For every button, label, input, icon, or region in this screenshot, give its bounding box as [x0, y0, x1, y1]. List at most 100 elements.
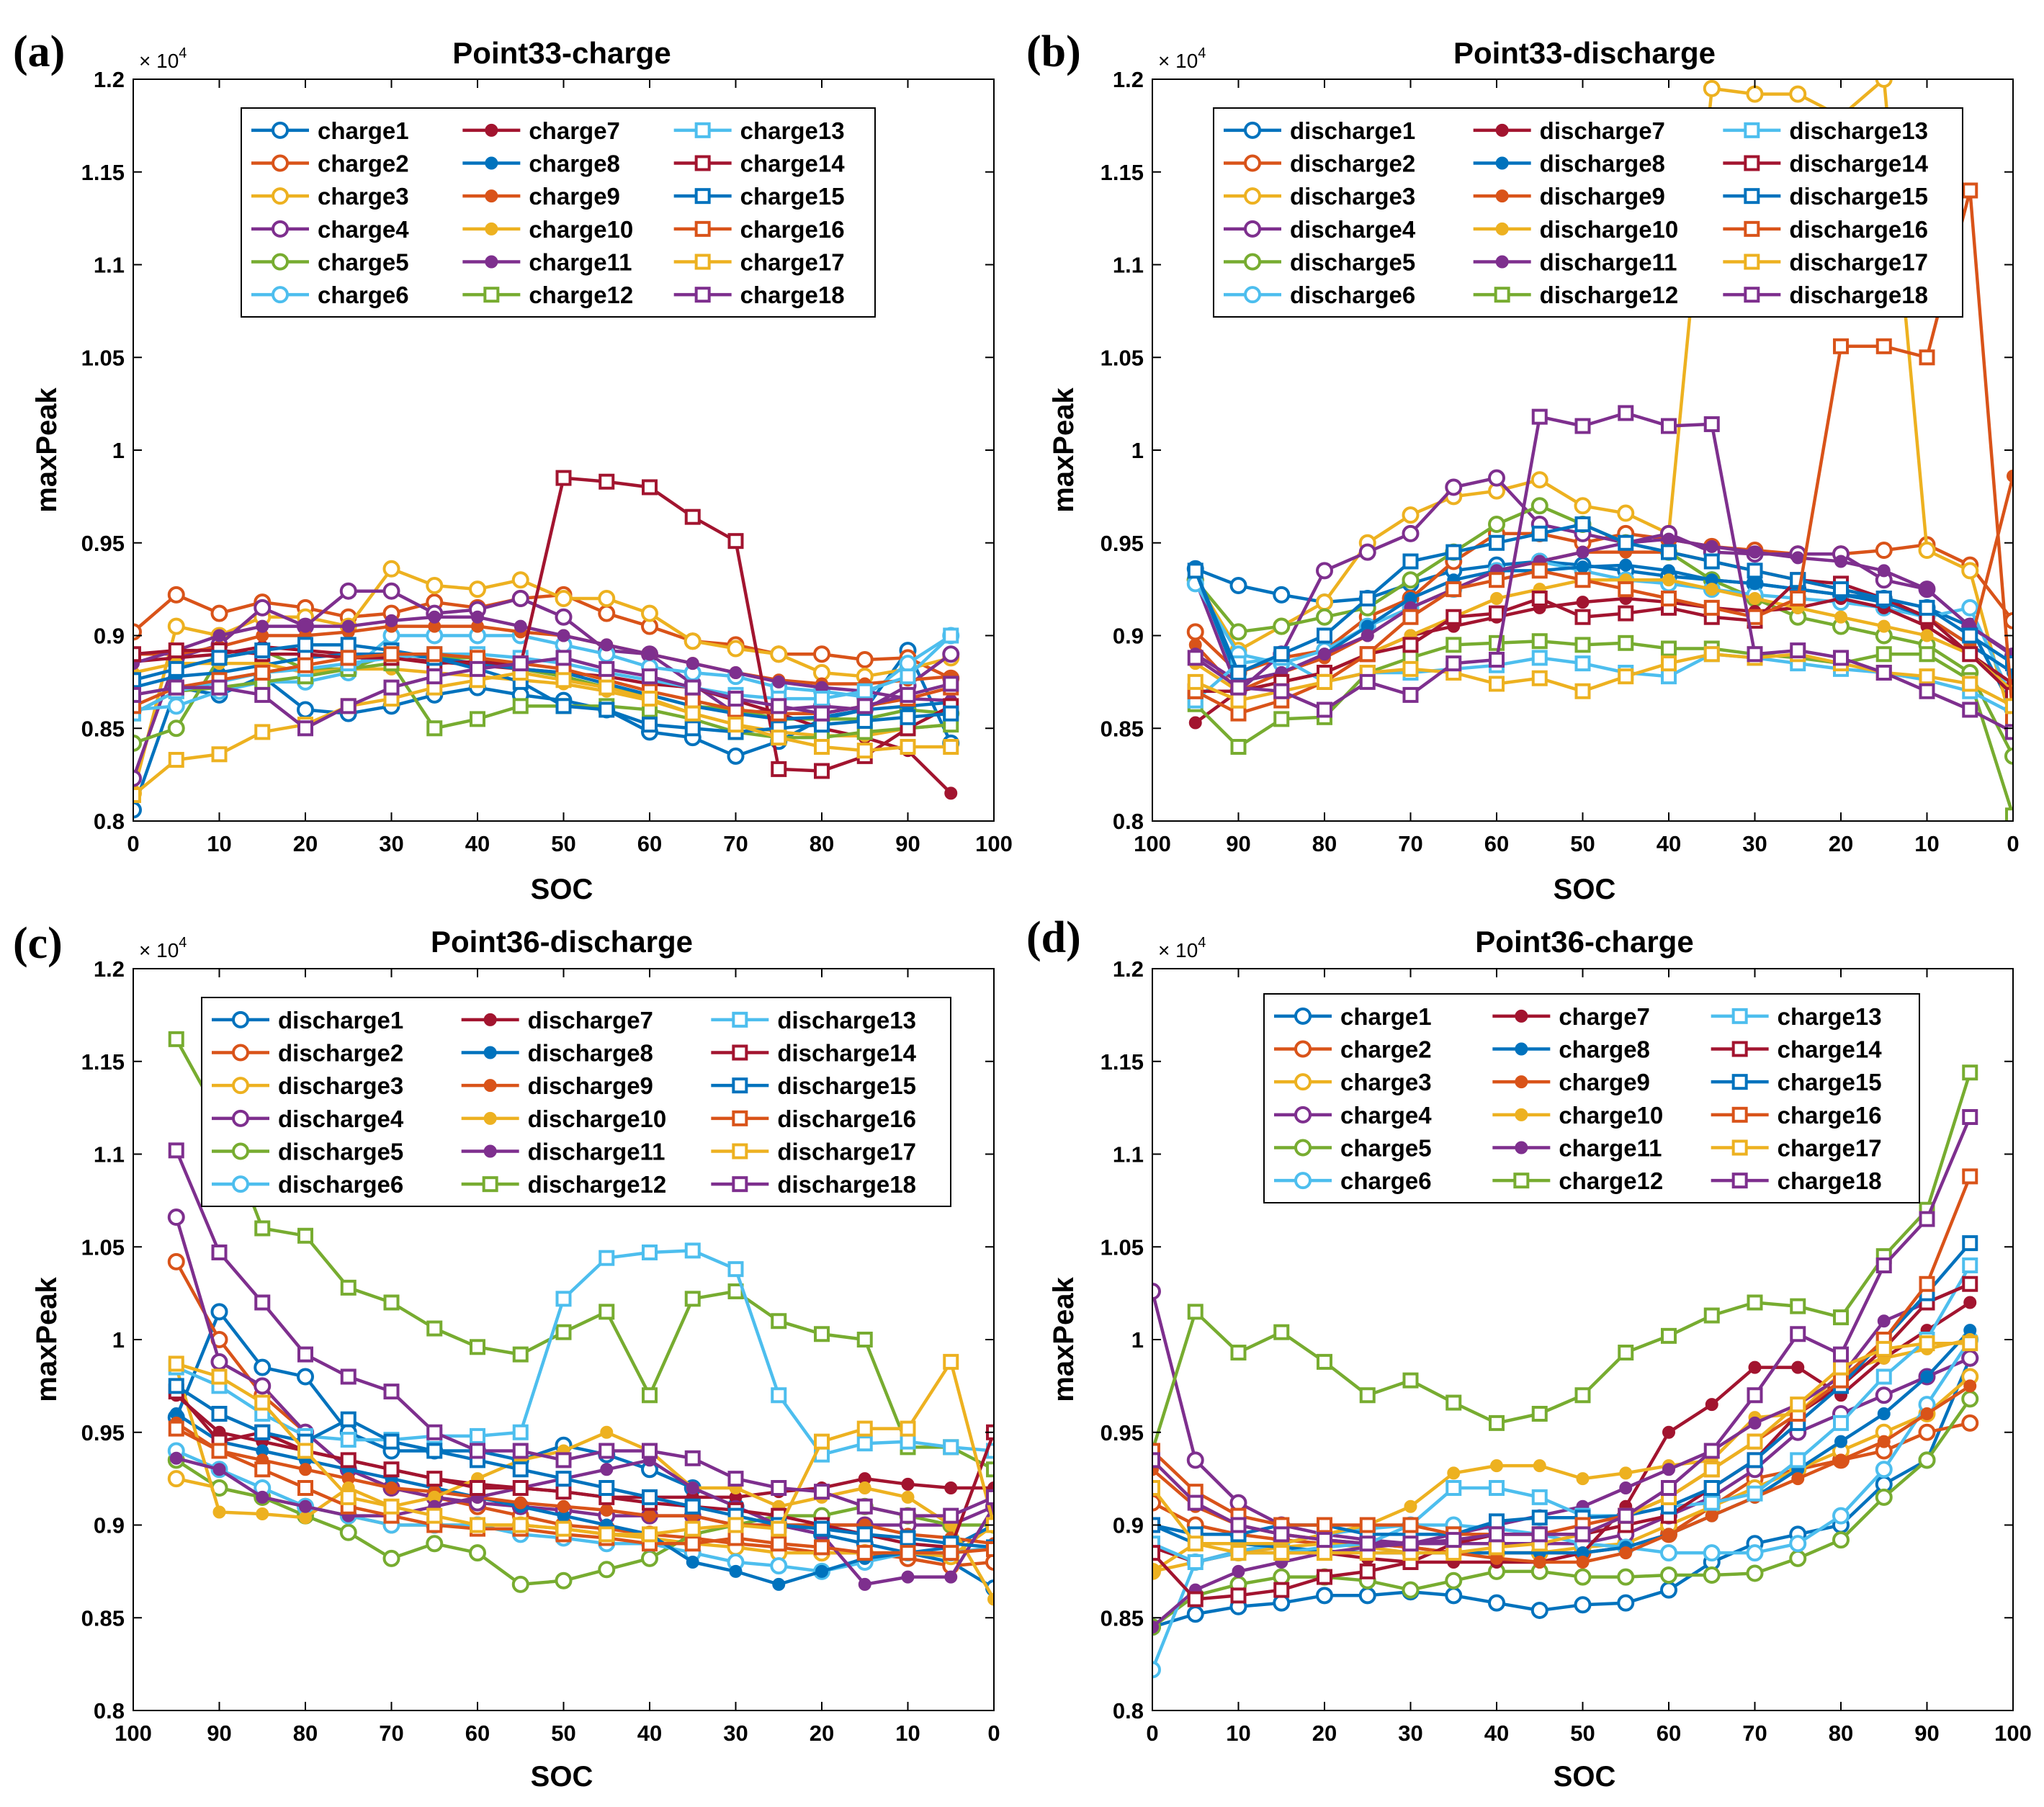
data-point: [684, 1498, 701, 1515]
data-point: [1531, 633, 1548, 650]
y-tick-label: 1.05: [81, 345, 125, 370]
legend-label: discharge9: [528, 1072, 653, 1099]
data-point: [1273, 683, 1290, 699]
legend-marker: [1495, 123, 1509, 137]
legend-item-discharge1: discharge1: [1224, 117, 1415, 144]
data-point: [168, 1378, 184, 1394]
data-point: [555, 650, 572, 666]
panel-d: 0 10 20 30 40 50 60 70 80 90 100 0.8 0.85 0.9 0.95 1 1.0…: [1026, 913, 2032, 1793]
data-point: [1962, 646, 1978, 663]
data-point: [1574, 683, 1591, 699]
legend-marker: [1244, 286, 1261, 304]
legend-label: charge18: [740, 282, 845, 308]
data-point: [1662, 1425, 1675, 1439]
y-tick-label: 0.8: [1113, 809, 1144, 834]
data-point: [856, 1435, 873, 1452]
legend-marker: [1294, 1106, 1312, 1124]
legend-marker: [1244, 121, 1261, 139]
data-point: [1790, 1298, 1806, 1314]
legend-marker: [732, 1110, 748, 1126]
legend-marker: [1515, 1108, 1528, 1121]
data-point: [727, 533, 744, 550]
legend-label: charge16: [1778, 1102, 1882, 1129]
legend-marker: [232, 1109, 249, 1127]
data-point: [986, 1541, 994, 1557]
y-tick-label: 0.9: [1113, 624, 1144, 649]
data-point: [1531, 670, 1548, 686]
legend-item-discharge2: discharge2: [1224, 151, 1415, 177]
data-point: [1489, 676, 1505, 692]
data-point: [340, 1411, 357, 1427]
legend-item-charge4: charge4: [251, 216, 409, 243]
data-point: [772, 675, 786, 689]
data-point: [943, 1439, 959, 1456]
data-point: [1748, 545, 1762, 559]
data-point: [382, 560, 400, 578]
data-point: [1402, 553, 1419, 570]
series-line-discharge10: [174, 1366, 994, 1600]
data-point: [514, 1496, 527, 1510]
legend-item-charge1: charge1: [1274, 1003, 1432, 1030]
data-point: [1402, 1517, 1419, 1533]
data-point: [1833, 1414, 1849, 1431]
data-point: [1576, 545, 1590, 559]
data-point: [642, 1443, 658, 1459]
data-point: [1273, 1545, 1290, 1561]
legend-label: discharge8: [528, 1040, 653, 1067]
data-point: [1576, 596, 1590, 609]
legend-marker: [1731, 1041, 1748, 1057]
legend-item-charge12: charge12: [462, 282, 633, 308]
data-point: [169, 1451, 183, 1465]
data-point: [1489, 1526, 1505, 1543]
data-point: [340, 1489, 357, 1505]
data-point: [1619, 558, 1633, 572]
data-point: [168, 1355, 184, 1372]
panel-letter: (b): [1026, 27, 1081, 76]
data-point: [900, 739, 916, 755]
data-point: [600, 1425, 614, 1439]
data-point: [470, 1517, 485, 1533]
data-point: [1489, 534, 1505, 551]
data-point: [642, 668, 658, 685]
legend-label: charge14: [740, 151, 846, 177]
data-point: [1402, 1372, 1419, 1389]
data-point: [1618, 635, 1634, 651]
legend-item-discharge12: discharge12: [461, 1171, 666, 1198]
data-point: [1230, 705, 1247, 722]
data-point: [1490, 1459, 1503, 1473]
legend-item-charge2: charge2: [251, 151, 409, 177]
y-exponent-label: × 104: [139, 45, 187, 72]
data-point: [1747, 1387, 1763, 1404]
y-exponent-label: × 104: [1158, 935, 1206, 961]
data-point: [426, 1471, 443, 1487]
legend-label: discharge1: [278, 1007, 403, 1033]
data-point: [167, 1209, 185, 1227]
data-point: [1316, 1587, 1333, 1605]
legend-label: discharge4: [278, 1106, 404, 1132]
data-point: [985, 1553, 994, 1571]
data-point: [1703, 1307, 1720, 1324]
legend-label: charge16: [740, 216, 845, 243]
data-point: [1273, 646, 1290, 663]
data-point: [1317, 627, 1332, 644]
data-point: [684, 508, 701, 525]
legend-item-charge13: charge13: [1711, 1003, 1882, 1030]
data-point: [1402, 506, 1420, 524]
y-tick-label: 0.85: [1101, 716, 1144, 741]
data-point: [555, 470, 572, 486]
data-point: [814, 705, 830, 722]
data-point: [211, 1368, 228, 1385]
data-point: [1790, 642, 1806, 659]
data-point: [1489, 1480, 1505, 1496]
data-point: [771, 730, 787, 746]
legend-label: charge3: [1340, 1069, 1432, 1095]
legend-marker: [232, 1175, 249, 1193]
legend-item-charge6: charge6: [251, 282, 409, 308]
data-point: [1230, 692, 1247, 709]
legend-label: charge17: [740, 249, 845, 276]
data-point: [598, 590, 616, 607]
x-tick-label: 60: [1484, 831, 1509, 856]
data-point: [771, 698, 787, 714]
legend-marker: [1495, 222, 1509, 236]
data-point: [1661, 640, 1677, 657]
